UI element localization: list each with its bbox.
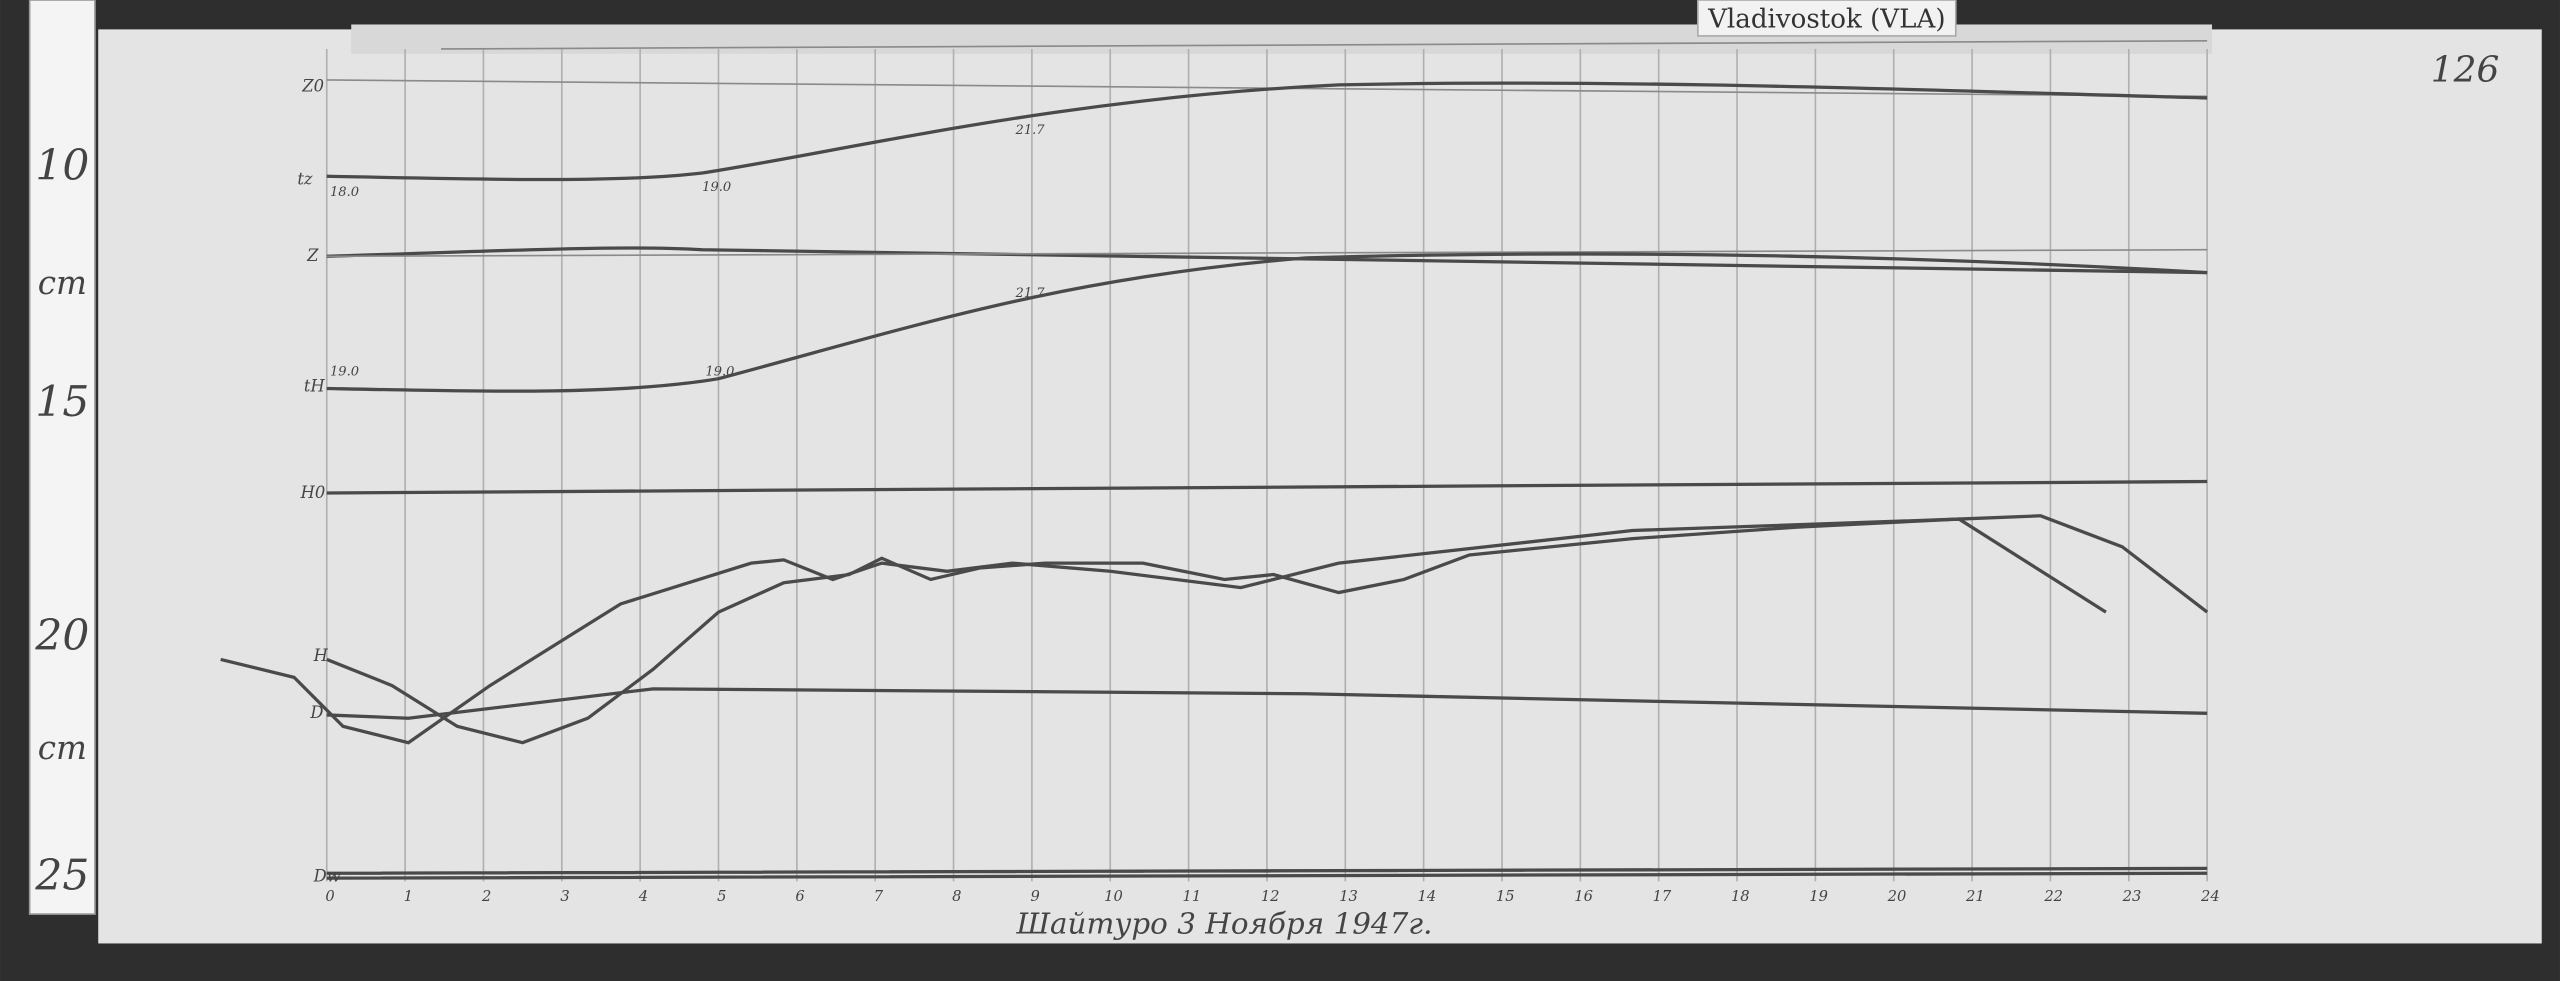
baseline: [326, 248, 2208, 258]
trace-d0: [326, 866, 2208, 880]
trace-label: H: [313, 646, 329, 665]
sheet-number: 126: [2431, 50, 2500, 91]
trace-h2: [326, 514, 2209, 745]
temperature-mark: 21.7: [1015, 123, 1046, 138]
ruler-label: 25: [34, 852, 89, 901]
trace-label: D: [309, 703, 323, 722]
station-label-box: [1697, 0, 1957, 37]
hour-label: 11: [1183, 888, 1202, 905]
ruler-label: 15: [35, 378, 89, 427]
ruler-label: 10: [35, 142, 89, 191]
baseline: [441, 39, 2208, 50]
hour-label: 3: [560, 888, 569, 905]
hour-label: 4: [638, 888, 648, 905]
trace-label: tH: [304, 377, 326, 396]
traces: [220, 39, 2209, 880]
temperature-mark: 19.0: [330, 364, 359, 379]
grid: [325, 48, 2208, 882]
trace-z: [326, 246, 2208, 275]
hour-label: 17: [1653, 888, 1672, 905]
ruler: [28, 0, 96, 915]
labels: 0 1 2 3 4 5 6 7 8 9 10 11 12 13 14 15 16 17 18 19 20 21 22 23 24…: [34, 76, 2219, 905]
hour-label: 24: [2200, 888, 2220, 905]
hour-label: 16: [1574, 888, 1593, 905]
trace-tz: [326, 81, 2208, 182]
trace-h0: [326, 479, 2208, 495]
trace-th: [326, 252, 2208, 393]
trace-label: Dw: [313, 866, 341, 885]
temperature-mark: 21.7: [1015, 286, 1046, 301]
station-label: Vladivostok (VLA): [1707, 5, 1945, 35]
hour-label: 1: [404, 888, 413, 905]
hour-label: 5: [717, 888, 726, 905]
hour-label: 6: [795, 888, 804, 905]
hour-label: 2: [481, 888, 491, 905]
temperature-mark: 19.0: [705, 364, 734, 379]
hour-label: 12: [1261, 888, 1280, 905]
hour-label: 23: [2122, 888, 2142, 905]
ruler-label: cm: [38, 729, 87, 767]
ruler-label: 20: [34, 612, 89, 661]
trace-label: Z: [306, 246, 319, 265]
ruler-label: cm: [38, 264, 87, 302]
hour-label: 8: [952, 888, 961, 905]
hour-label: 19: [1809, 888, 1828, 905]
hour-label: 13: [1339, 888, 1358, 905]
hour-label: 18: [1731, 888, 1750, 905]
hour-label: 9: [1030, 888, 1039, 905]
hour-label: 20: [1887, 888, 1907, 905]
hour-label: 7: [874, 888, 884, 905]
trace-label: tz: [297, 169, 313, 188]
hour-label: 21: [1965, 888, 1985, 905]
hour-label: 22: [2043, 888, 2063, 905]
hour-label: 10: [1104, 888, 1123, 905]
hour-label: 14: [1418, 888, 1437, 905]
trace-label: H0: [300, 483, 326, 502]
temperature-mark: 18.0: [330, 185, 359, 200]
temperature-mark: 19.0: [702, 180, 731, 195]
caption: Шайтуро 3 Ноября 1947г.: [1016, 907, 1433, 941]
trace-label: Z0: [301, 76, 324, 95]
hour-label: 15: [1496, 888, 1515, 905]
trace-d: [326, 687, 2208, 720]
hour-label: 0: [325, 888, 334, 905]
